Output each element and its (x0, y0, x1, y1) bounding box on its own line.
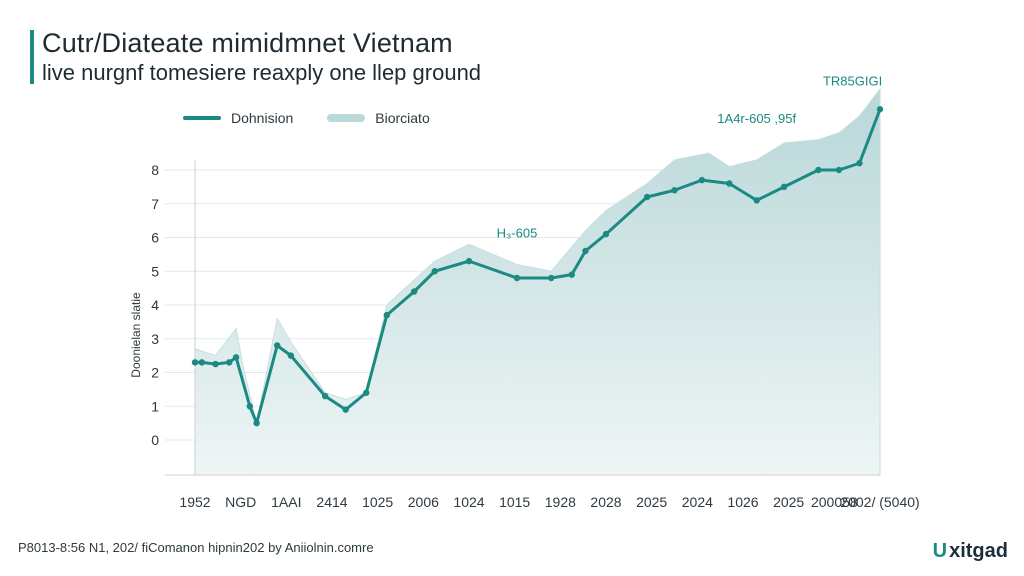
chart-subtitle: live nurgnf tomesiere reaxply one llep g… (42, 60, 482, 85)
line-series-point (602, 230, 610, 238)
y-tick-label: 1 (151, 398, 159, 414)
y-tick-label: 6 (151, 230, 159, 246)
x-tick-label: NGD (225, 494, 256, 510)
x-tick-label: 1928 (545, 494, 576, 510)
chart-annotation: TR85GIGI (823, 74, 882, 89)
x-tick-label: 2024 (682, 494, 713, 510)
line-series-point (411, 288, 418, 295)
line-series-point (698, 176, 706, 184)
line-series-point (321, 392, 329, 400)
x-tick-label: 1952 (179, 494, 210, 510)
legend-line-swatch (183, 116, 221, 120)
line-series-point (568, 271, 575, 278)
x-tick-label: 1026 (727, 494, 758, 510)
line-series-point (198, 359, 206, 366)
chart-title: Cutr/Diateate mimidmnet Vietnam (42, 28, 453, 58)
line-series-point (191, 359, 199, 366)
y-axis-title: Doonielan slatie (129, 292, 143, 378)
line-series-point (835, 166, 843, 174)
y-tick-label: 4 (151, 297, 159, 313)
line-series-point (856, 160, 863, 167)
line-series-point (246, 403, 253, 410)
x-tick-label: 2025 (773, 494, 804, 510)
legend-item-line[interactable]: Dohnision (183, 110, 293, 126)
line-series-point (753, 197, 760, 204)
line-series-point (671, 187, 678, 194)
x-tick-label: 2028 (590, 494, 621, 510)
x-tick-label: 1025 (362, 494, 393, 510)
line-series-point (287, 352, 295, 359)
line-series-point (513, 274, 521, 282)
line-series-point (212, 360, 219, 368)
x-tick-label: 2414 (316, 494, 347, 510)
y-tick-label: 3 (151, 331, 159, 347)
line-series-point (363, 389, 370, 396)
x-tick-label: 2006 (408, 494, 439, 510)
y-tick-label: 7 (151, 196, 159, 212)
title-accent-bar (30, 30, 34, 84)
x-tick-label: 200058 (811, 494, 858, 510)
legend-item-area[interactable]: Biorciato (327, 110, 430, 126)
line-series-point (465, 257, 473, 265)
y-tick-label: 2 (151, 365, 159, 381)
y-tick-label: 0 (151, 432, 159, 448)
line-series-point (383, 311, 390, 319)
line-series-point (643, 193, 651, 201)
source-footer: P8013-8:56 N1, 202/ fiComanon hipnin202 … (18, 540, 374, 555)
x-tick-label: 2025 (636, 494, 667, 510)
brand-logo[interactable]: U xitgad (933, 540, 1008, 563)
line-series-point (253, 419, 260, 427)
chart-annotation: 1A4r-605 ,95f (717, 111, 796, 126)
line-series-point (726, 180, 733, 187)
line-series-point (815, 166, 822, 174)
line-series-point (548, 274, 555, 282)
x-tick-label: 1024 (453, 494, 484, 510)
x-tick-label: 1AAI (271, 494, 301, 510)
y-tick-label: 8 (151, 162, 159, 178)
line-series-point (431, 268, 438, 275)
line-series-point (226, 359, 233, 366)
legend-area-swatch (327, 114, 366, 122)
x-tick-label: 1015 (499, 494, 530, 510)
chart-legend: Dohnision Biorciato (183, 110, 430, 126)
legend-line-label: Dohnision (231, 110, 294, 126)
brand-text: xitgad (949, 540, 1008, 562)
area-series-fill (194, 87, 881, 476)
line-series-point (232, 354, 240, 361)
line-series-point (582, 247, 589, 255)
line-series-point (780, 183, 788, 191)
x-tick-label: 2002/ (5040) (840, 494, 919, 510)
line-series-point (274, 342, 281, 349)
y-tick-label: 5 (151, 263, 159, 279)
brand-mark: U (932, 540, 948, 562)
line-series-point (342, 406, 349, 413)
line-series-point (876, 106, 884, 113)
chart-annotation: H₃-605 (497, 226, 538, 241)
legend-area-label: Biorciato (375, 110, 430, 126)
